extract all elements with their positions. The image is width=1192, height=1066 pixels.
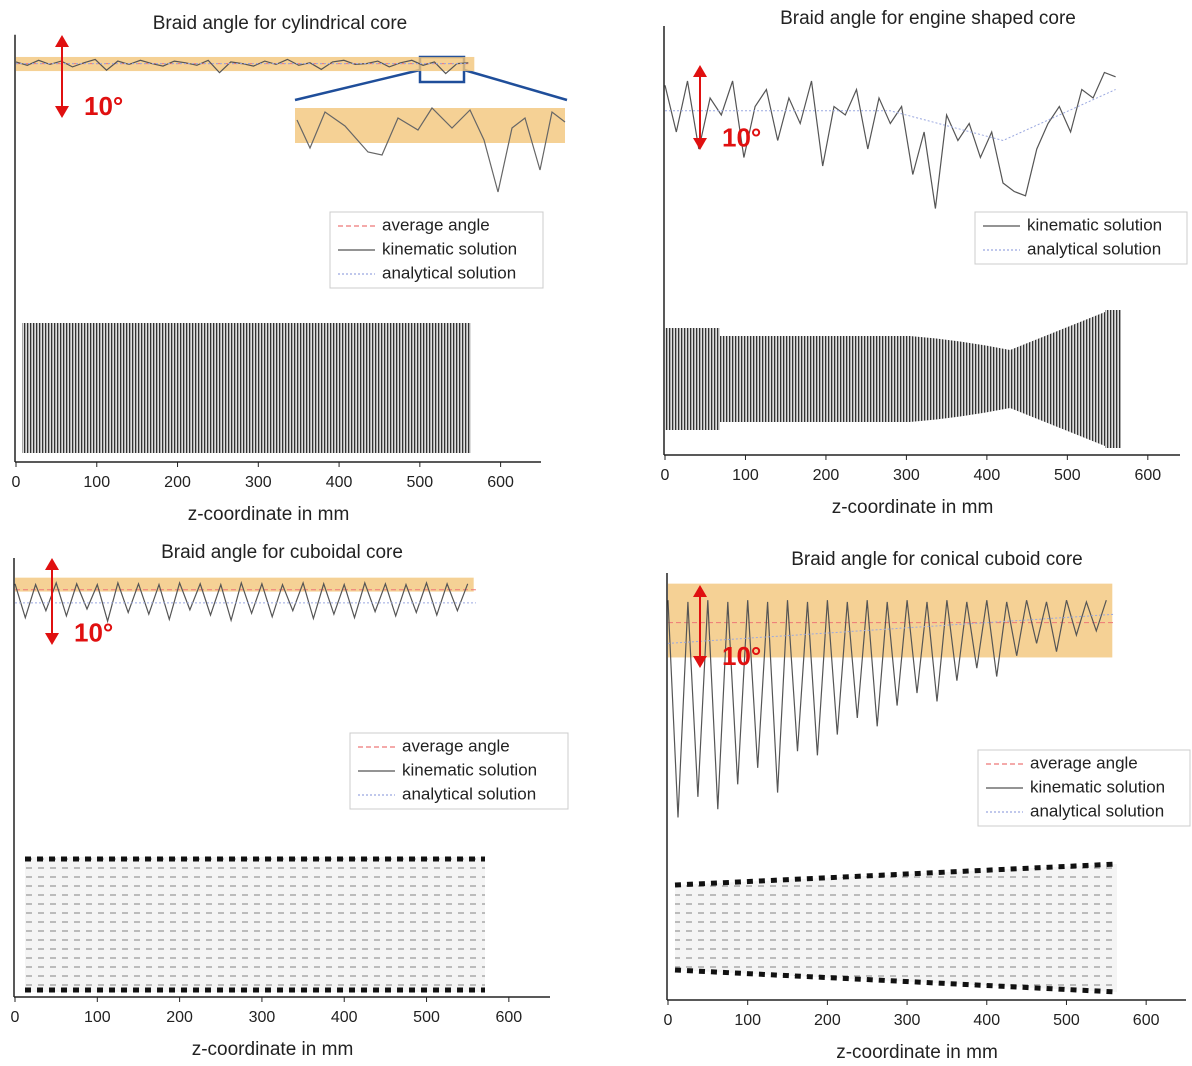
chart-title: Braid angle for conical cuboid core bbox=[791, 549, 1083, 570]
x-tick-label: 300 bbox=[245, 474, 272, 491]
legend-label: analytical solution bbox=[1030, 801, 1164, 820]
chart-title: Braid angle for cuboidal core bbox=[161, 542, 403, 563]
scale-bar-label: 10° bbox=[722, 123, 761, 153]
x-tick-label: 100 bbox=[734, 1012, 761, 1029]
x-tick-label: 500 bbox=[1054, 467, 1081, 484]
legend-label: average angle bbox=[1030, 753, 1138, 772]
arrow-head bbox=[55, 35, 69, 47]
x-tick-label: 200 bbox=[814, 1012, 841, 1029]
legend-label: analytical solution bbox=[1027, 239, 1161, 258]
x-tick-label: 200 bbox=[164, 474, 191, 491]
core-cylinder bbox=[22, 323, 471, 453]
x-axis-label: z-coordinate in mm bbox=[192, 1039, 354, 1060]
x-tick-label: 500 bbox=[413, 1009, 440, 1026]
x-tick-label: 300 bbox=[249, 1009, 276, 1026]
x-tick-label: 600 bbox=[495, 1009, 522, 1026]
figure: Braid angle for cylindrical core 0 100 200 3… bbox=[0, 0, 1192, 1066]
legend-label: kinematic solution bbox=[382, 239, 517, 258]
legend-label: kinematic solution bbox=[1027, 215, 1162, 234]
legend-label: average angle bbox=[402, 736, 510, 755]
x-tick-label: 0 bbox=[661, 467, 670, 484]
legend-label: kinematic solution bbox=[402, 760, 537, 779]
x-tick-label: 400 bbox=[331, 1009, 358, 1026]
x-tick-label: 500 bbox=[1053, 1012, 1080, 1029]
legend-label: average angle bbox=[382, 215, 490, 234]
arrow-head bbox=[55, 106, 69, 118]
x-tick-label: 100 bbox=[84, 1009, 111, 1026]
x-tick-label: 0 bbox=[12, 474, 21, 491]
x-tick-label: 0 bbox=[664, 1012, 673, 1029]
x-tick-label: 200 bbox=[813, 467, 840, 484]
x-tick-label: 300 bbox=[893, 467, 920, 484]
legend-label: analytical solution bbox=[402, 784, 536, 803]
core-engine bbox=[665, 310, 1121, 448]
x-tick-label: 400 bbox=[974, 467, 1001, 484]
x-tick-label: 0 bbox=[11, 1009, 20, 1026]
x-tick-label: 400 bbox=[326, 474, 353, 491]
core-conical bbox=[675, 864, 1117, 992]
x-tick-label: 600 bbox=[487, 474, 514, 491]
x-tick-label: 100 bbox=[83, 474, 110, 491]
x-axis-label: z-coordinate in mm bbox=[188, 504, 350, 525]
legend-label: analytical solution bbox=[382, 263, 516, 282]
x-tick-label: 600 bbox=[1133, 1012, 1160, 1029]
scale-bar-label: 10° bbox=[74, 617, 113, 647]
arrow-head bbox=[693, 138, 707, 150]
x-tick-label: 500 bbox=[406, 474, 433, 491]
scale-bar-label: 10° bbox=[84, 91, 123, 121]
chart-title: Braid angle for cylindrical core bbox=[153, 13, 408, 34]
chart-title: Braid angle for engine shaped core bbox=[780, 8, 1076, 29]
arrow-head bbox=[45, 633, 59, 645]
inset-band bbox=[295, 108, 565, 143]
zoom-connector bbox=[295, 70, 420, 100]
x-axis-label: z-coordinate in mm bbox=[836, 1042, 998, 1063]
core-cuboid bbox=[25, 857, 485, 992]
legend-label: kinematic solution bbox=[1030, 777, 1165, 796]
scale-bar-label: 10° bbox=[722, 641, 761, 671]
x-tick-label: 600 bbox=[1134, 467, 1161, 484]
x-tick-label: 300 bbox=[894, 1012, 921, 1029]
zoom-connector bbox=[464, 70, 567, 100]
x-tick-label: 200 bbox=[166, 1009, 193, 1026]
arrow-head bbox=[45, 558, 59, 570]
arrow-head bbox=[693, 65, 707, 77]
x-tick-label: 400 bbox=[973, 1012, 1000, 1029]
x-axis-label: z-coordinate in mm bbox=[832, 497, 994, 518]
x-tick-label: 100 bbox=[732, 467, 759, 484]
